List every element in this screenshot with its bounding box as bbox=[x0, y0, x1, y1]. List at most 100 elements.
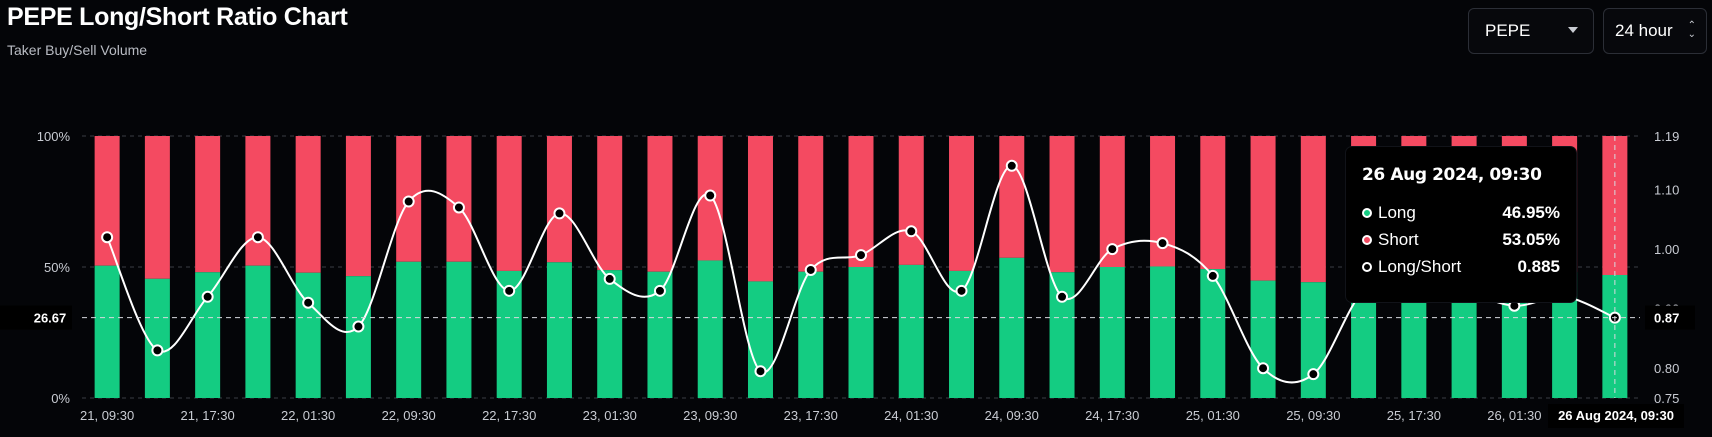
x-tick-label: 22, 09:30 bbox=[382, 408, 436, 423]
ratio-point bbox=[704, 189, 717, 202]
x-tick-label: 21, 17:30 bbox=[181, 408, 235, 423]
short-bar bbox=[195, 136, 221, 273]
short-bar bbox=[1200, 136, 1226, 270]
x-tick-label: 23, 17:30 bbox=[784, 408, 838, 423]
short-bar bbox=[446, 136, 472, 262]
updown-chevron-icon: ⌃ ⌄ bbox=[1687, 20, 1696, 40]
ratio-point bbox=[1508, 299, 1521, 312]
short-bar bbox=[1602, 136, 1628, 275]
crosshair-right-label-bg bbox=[1645, 305, 1695, 330]
ratio-point bbox=[251, 231, 264, 244]
long-bar bbox=[597, 270, 623, 398]
short-bar bbox=[647, 136, 673, 272]
short-bar bbox=[1049, 136, 1075, 273]
long-bar bbox=[245, 265, 271, 398]
crosshair-left-label-bg bbox=[0, 305, 72, 330]
right-tick-label: 1.00 bbox=[1654, 242, 1679, 257]
tooltip-label: Long bbox=[1378, 202, 1416, 222]
long-bar bbox=[94, 265, 120, 398]
long-bar bbox=[396, 261, 422, 398]
ratio-point bbox=[151, 344, 164, 357]
ratio-line-layer bbox=[101, 159, 1621, 384]
short-bar bbox=[546, 136, 572, 263]
x-tick-label: 24, 17:30 bbox=[1085, 408, 1139, 423]
ratio-point bbox=[1156, 237, 1169, 250]
ratio-point bbox=[553, 207, 566, 220]
tooltip-title: 26 Aug 2024, 09:30 bbox=[1362, 165, 1542, 185]
ratio-point bbox=[503, 284, 516, 297]
ratio-point bbox=[754, 365, 767, 378]
right-tick-label: 0.75 bbox=[1654, 391, 1679, 406]
long-bar bbox=[848, 267, 874, 398]
short-bar bbox=[245, 136, 271, 266]
ratio-point bbox=[201, 290, 214, 303]
ratio-dot-icon bbox=[1362, 261, 1372, 272]
x-tick-label: 25, 01:30 bbox=[1186, 408, 1240, 423]
long-bar bbox=[747, 281, 773, 398]
long-bar bbox=[798, 271, 824, 398]
ratio-point bbox=[352, 320, 365, 333]
x-tick-label: 23, 09:30 bbox=[683, 408, 737, 423]
tooltip-value: 46.95% bbox=[1502, 202, 1560, 222]
page-title: PEPE Long/Short Ratio Chart bbox=[7, 3, 348, 31]
ratio-point bbox=[955, 284, 968, 297]
long-bar bbox=[144, 278, 170, 398]
x-tick-label: 22, 01:30 bbox=[281, 408, 335, 423]
long-bar bbox=[999, 257, 1025, 398]
ratio-point bbox=[1106, 243, 1119, 256]
ratio-point bbox=[1307, 368, 1320, 381]
long-bar bbox=[898, 264, 924, 398]
coin-select[interactable]: PEPE bbox=[1468, 8, 1594, 54]
ratio-point bbox=[653, 284, 666, 297]
x-tick-label: 22, 17:30 bbox=[482, 408, 536, 423]
tooltip-value: 0.885 bbox=[1517, 256, 1560, 276]
ratio-point bbox=[603, 272, 616, 285]
short-bar bbox=[496, 136, 522, 271]
long-bar bbox=[1250, 280, 1276, 398]
x-tick-label: 24, 09:30 bbox=[985, 408, 1039, 423]
ratio-point bbox=[452, 201, 465, 214]
tooltip-row-long: Long 46.95% bbox=[1362, 199, 1560, 226]
x-tick-label: 26, 01:30 bbox=[1487, 408, 1541, 423]
tooltip-label: Short bbox=[1378, 229, 1419, 249]
right-tick-label: 1.19 bbox=[1654, 129, 1679, 144]
ratio-point bbox=[302, 296, 315, 309]
short-bar bbox=[1250, 136, 1276, 281]
short-bar bbox=[848, 136, 874, 267]
left-tick-label: 50% bbox=[44, 260, 70, 275]
ratio-point bbox=[1056, 290, 1069, 303]
right-tick-label: 0.80 bbox=[1654, 361, 1679, 376]
ratio-point bbox=[1206, 269, 1219, 282]
short-bar bbox=[949, 136, 975, 271]
long-dot-icon bbox=[1362, 207, 1372, 218]
ratio-point bbox=[855, 249, 867, 262]
x-tick-label: 21, 09:30 bbox=[80, 408, 134, 423]
long-bar bbox=[546, 262, 572, 398]
ratio-point bbox=[101, 231, 114, 244]
chart-tooltip: 26 Aug 2024, 09:30 Long 46.95% Short 53.… bbox=[1346, 147, 1576, 302]
short-bar bbox=[295, 136, 321, 273]
long-bar bbox=[697, 260, 723, 398]
short-bar bbox=[798, 136, 824, 272]
short-bar bbox=[144, 136, 170, 279]
short-bar bbox=[999, 136, 1025, 258]
crosshair-right-label: 0.87 bbox=[1654, 311, 1679, 326]
crosshair-left-label: 26.67 bbox=[34, 311, 67, 326]
page-subtitle: Taker Buy/Sell Volume bbox=[7, 42, 148, 58]
short-bar bbox=[1300, 136, 1326, 283]
left-tick-label: 0% bbox=[51, 391, 70, 406]
highlight-x-label: 26 Aug 2024, 09:30 bbox=[1558, 408, 1674, 423]
tooltip-label: Long/Short bbox=[1378, 256, 1462, 276]
long-bar bbox=[345, 276, 371, 398]
x-tick-label: 23, 01:30 bbox=[583, 408, 637, 423]
ratio-point bbox=[1005, 159, 1018, 172]
short-bar bbox=[898, 136, 924, 265]
short-bar bbox=[597, 136, 623, 271]
long-bar bbox=[1099, 267, 1125, 398]
x-tick-label: 25, 17:30 bbox=[1387, 408, 1441, 423]
short-bar bbox=[345, 136, 371, 277]
x-tick-label: 25, 09:30 bbox=[1286, 408, 1340, 423]
period-select[interactable]: 24 hour ⌃ ⌄ bbox=[1603, 8, 1707, 54]
period-select-value: 24 hour bbox=[1615, 21, 1673, 40]
tooltip-value: 53.05% bbox=[1502, 229, 1560, 249]
